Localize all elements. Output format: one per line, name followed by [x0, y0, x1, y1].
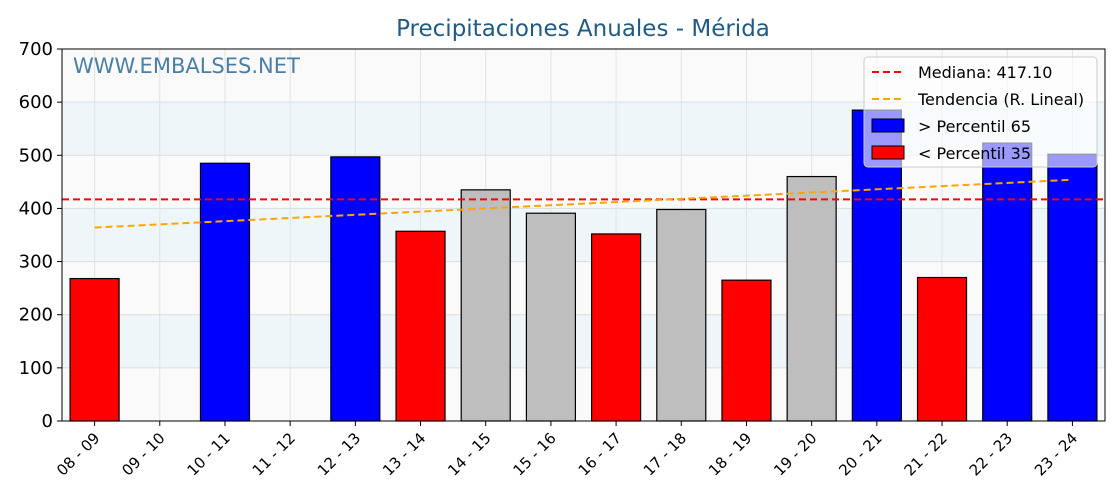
y-tick-label: 300 [19, 252, 53, 273]
legend: Mediana: 417.10 Tendencia (R. Lineal) > P… [863, 56, 1098, 168]
bar [1047, 153, 1098, 422]
x-tick-label: 19 - 20 [770, 429, 820, 479]
y-tick-label: 400 [19, 198, 53, 219]
bar [330, 156, 381, 422]
legend-median-label: Mediana: 417.10 [918, 63, 1052, 82]
y-tick-label: 0 [42, 411, 53, 432]
legend-box [863, 56, 1098, 168]
bar [199, 162, 251, 422]
x-tick-label: 13 - 14 [379, 429, 429, 479]
plot-frame [61, 48, 1106, 422]
x-tick-label: 09 - 10 [118, 429, 168, 479]
bar [460, 189, 511, 422]
trend-line [94, 178, 1073, 229]
y-tick-label: 100 [19, 358, 53, 379]
x-tick-label: 15 - 16 [509, 429, 559, 479]
legend-low-swatch [871, 145, 905, 160]
y-tick-label: 200 [19, 305, 53, 326]
legend-high-swatch [871, 118, 905, 133]
chart-title: Precipitaciones Anuales - Mérida [396, 16, 770, 42]
bar [656, 208, 707, 422]
x-tick-label: 17 - 18 [640, 429, 690, 479]
bar [395, 230, 446, 422]
bar [525, 212, 577, 422]
legend-low-label: < Percentil 35 [918, 144, 1031, 163]
y-tick-label: 600 [19, 92, 53, 113]
bar [590, 233, 642, 422]
x-tick-label: 16 - 17 [575, 429, 625, 479]
bar [69, 277, 120, 422]
x-tick-label: 10 - 11 [184, 429, 234, 479]
x-tick-label: 18 - 19 [705, 429, 755, 479]
bar [721, 279, 772, 422]
legend-high-label: > Percentil 65 [918, 117, 1031, 136]
x-tick-label: 14 - 15 [444, 429, 494, 479]
x-tick-label: 22 - 23 [966, 429, 1016, 479]
bar [916, 276, 968, 422]
legend-trend-label: Tendencia (R. Lineal) [917, 90, 1084, 109]
y-tick-label: 700 [19, 39, 53, 60]
x-tick-label: 12 - 13 [314, 429, 364, 479]
x-tick-label: 23 - 24 [1031, 429, 1081, 479]
x-tick-label: 11 - 12 [249, 429, 299, 479]
bar [786, 175, 837, 422]
x-tick-label: 08 - 09 [53, 429, 103, 479]
x-tick-label: 21 - 22 [901, 429, 951, 479]
bar [982, 142, 1033, 422]
y-tick-label: 500 [19, 145, 53, 166]
watermark: WWW.EMBALSES.NET [73, 54, 300, 78]
x-tick-label: 20 - 21 [835, 429, 885, 479]
